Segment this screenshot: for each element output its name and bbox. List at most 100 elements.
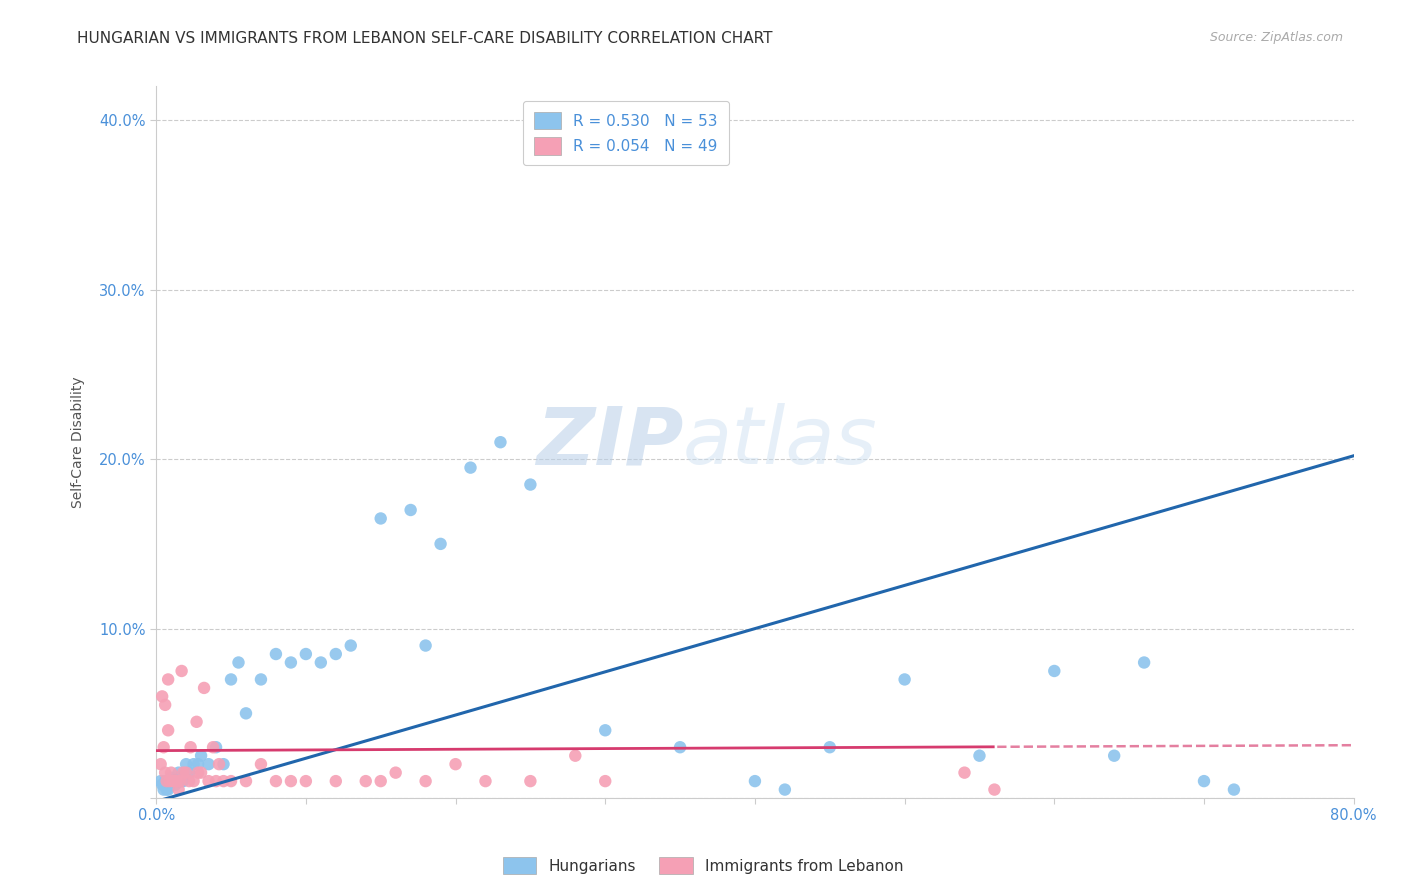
- Point: [156, 782, 179, 797]
- Point: [163, 774, 186, 789]
- Point: [180, 740, 202, 755]
- Point: [250, 757, 273, 772]
- Point: [280, 774, 302, 789]
- Point: [202, 740, 225, 755]
- Point: [325, 774, 347, 789]
- Point: [177, 765, 200, 780]
- Point: [163, 774, 186, 789]
- Point: [1192, 774, 1215, 789]
- Point: [165, 774, 187, 789]
- Point: [219, 673, 242, 687]
- Point: [983, 782, 1005, 797]
- Point: [219, 774, 242, 789]
- Point: [174, 765, 197, 780]
- Point: [235, 706, 257, 721]
- Point: [149, 774, 172, 789]
- Point: [150, 777, 173, 791]
- Point: [152, 740, 174, 755]
- Point: [460, 460, 482, 475]
- Point: [169, 771, 191, 785]
- Point: [167, 765, 190, 780]
- Point: [1043, 664, 1066, 678]
- Point: [159, 777, 181, 791]
- Point: [399, 503, 422, 517]
- Point: [169, 774, 191, 789]
- Point: [153, 774, 176, 789]
- Text: ZIP: ZIP: [536, 403, 683, 481]
- Point: [250, 673, 273, 687]
- Point: [519, 774, 541, 789]
- Point: [193, 681, 215, 695]
- Point: [205, 774, 228, 789]
- Point: [152, 782, 174, 797]
- Point: [156, 774, 179, 789]
- Point: [669, 740, 692, 755]
- Point: [197, 774, 219, 789]
- Point: [1133, 656, 1156, 670]
- Point: [295, 774, 318, 789]
- Point: [264, 774, 287, 789]
- Point: [167, 782, 190, 797]
- Point: [174, 757, 197, 772]
- Point: [183, 757, 205, 772]
- Point: [183, 774, 205, 789]
- Point: [1223, 782, 1246, 797]
- Legend: R = 0.530   N = 53, R = 0.054   N = 49: R = 0.530 N = 53, R = 0.054 N = 49: [523, 101, 728, 165]
- Point: [325, 647, 347, 661]
- Point: [172, 774, 194, 789]
- Point: [489, 435, 512, 450]
- Point: [170, 664, 193, 678]
- Point: [153, 698, 176, 712]
- Legend: Hungarians, Immigrants from Lebanon: Hungarians, Immigrants from Lebanon: [496, 851, 910, 880]
- Point: [339, 639, 361, 653]
- Point: [157, 673, 180, 687]
- Point: [208, 757, 231, 772]
- Point: [157, 782, 180, 797]
- Point: [153, 765, 176, 780]
- Point: [212, 757, 235, 772]
- Point: [953, 765, 976, 780]
- Point: [264, 647, 287, 661]
- Point: [415, 639, 437, 653]
- Point: [187, 765, 209, 780]
- Point: [162, 774, 184, 789]
- Point: [166, 774, 188, 789]
- Point: [150, 690, 173, 704]
- Text: HUNGARIAN VS IMMIGRANTS FROM LEBANON SELF-CARE DISABILITY CORRELATION CHART: HUNGARIAN VS IMMIGRANTS FROM LEBANON SEL…: [77, 31, 773, 46]
- Point: [519, 477, 541, 491]
- Point: [190, 765, 212, 780]
- Text: Source: ZipAtlas.com: Source: ZipAtlas.com: [1209, 31, 1343, 45]
- Point: [172, 765, 194, 780]
- Point: [212, 774, 235, 789]
- Point: [166, 774, 188, 789]
- Point: [474, 774, 496, 789]
- Point: [149, 757, 172, 772]
- Point: [157, 723, 180, 738]
- Point: [773, 782, 796, 797]
- Point: [190, 748, 212, 763]
- Y-axis label: Self-Care Disability: Self-Care Disability: [72, 376, 86, 508]
- Point: [969, 748, 991, 763]
- Point: [1102, 748, 1125, 763]
- Point: [159, 774, 181, 789]
- Point: [295, 647, 318, 661]
- Point: [205, 740, 228, 755]
- Point: [235, 774, 257, 789]
- Point: [444, 757, 467, 772]
- Point: [165, 777, 187, 791]
- Point: [818, 740, 841, 755]
- Point: [177, 774, 200, 789]
- Point: [593, 723, 616, 738]
- Point: [309, 656, 332, 670]
- Point: [384, 765, 406, 780]
- Point: [593, 774, 616, 789]
- Point: [354, 774, 377, 789]
- Point: [187, 757, 209, 772]
- Point: [415, 774, 437, 789]
- Point: [893, 673, 915, 687]
- Point: [429, 537, 451, 551]
- Point: [744, 774, 766, 789]
- Point: [160, 765, 183, 780]
- Point: [170, 774, 193, 789]
- Point: [228, 656, 250, 670]
